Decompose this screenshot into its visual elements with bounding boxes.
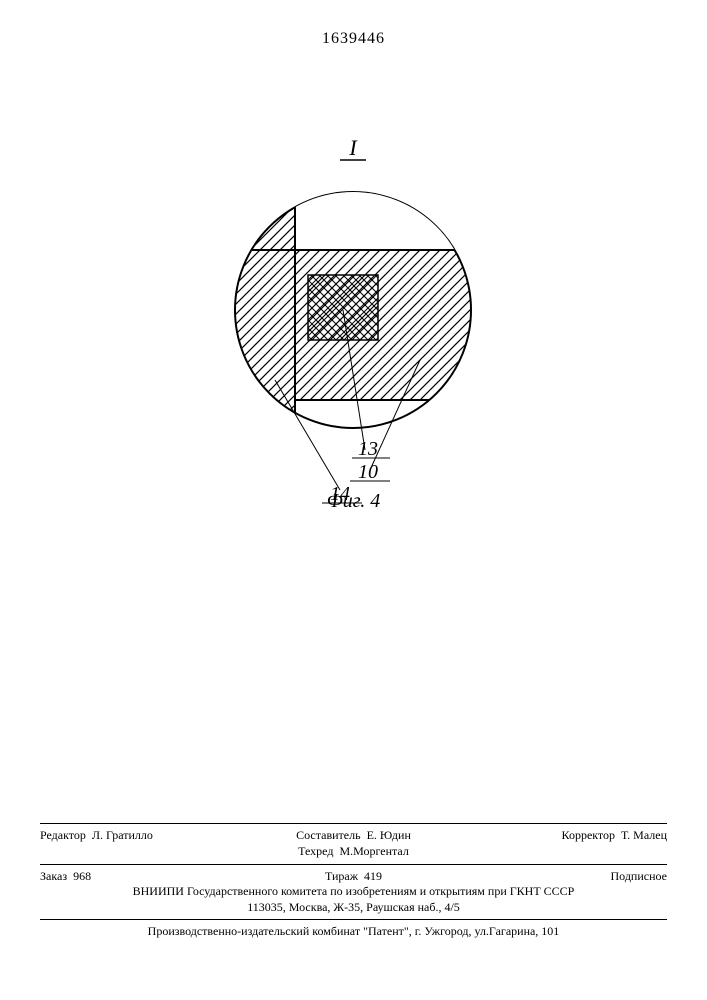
order-label: Заказ xyxy=(40,869,67,883)
subscription-label: Подписное xyxy=(611,869,668,883)
institution-line2: 113035, Москва, Ж-35, Раушская наб., 4/5 xyxy=(40,900,667,916)
editor-label: Редактор xyxy=(40,828,86,842)
techred-name: М.Моргентал xyxy=(339,844,408,858)
patent-page: 1639446 I xyxy=(0,0,707,1000)
order-row: Заказ 968 Тираж 419 Подписное xyxy=(40,869,667,885)
compiler-name: Е. Юдин xyxy=(367,828,411,842)
corrector-label: Корректор xyxy=(562,828,616,842)
circulation-label: Тираж xyxy=(325,869,358,883)
callout-10: 10 xyxy=(358,461,378,483)
editor-name: Л. Гратилло xyxy=(92,828,153,842)
institution-line1: ВНИИПИ Государственного комитета по изоб… xyxy=(40,884,667,900)
patent-number: 1639446 xyxy=(0,30,707,48)
colophon: Редактор Л. Гратилло Составитель Е. Юдин… xyxy=(40,819,667,940)
staff-row: Редактор Л. Гратилло Составитель Е. Юдин… xyxy=(40,828,667,859)
techred-label: Техред xyxy=(298,844,333,858)
callout-13: 13 xyxy=(358,438,378,460)
corrector-name: Т. Малец xyxy=(621,828,667,842)
svg-text:I: I xyxy=(348,135,358,160)
circulation-no: 419 xyxy=(364,869,382,883)
order-no: 968 xyxy=(73,869,91,883)
figure-4-svg: I xyxy=(0,100,707,520)
compiler-label: Составитель xyxy=(296,828,360,842)
press-line: Производственно-издательский комбинат "П… xyxy=(40,924,667,940)
figure-4: I xyxy=(0,100,707,520)
figure-caption: Фиг. 4 xyxy=(0,490,707,513)
